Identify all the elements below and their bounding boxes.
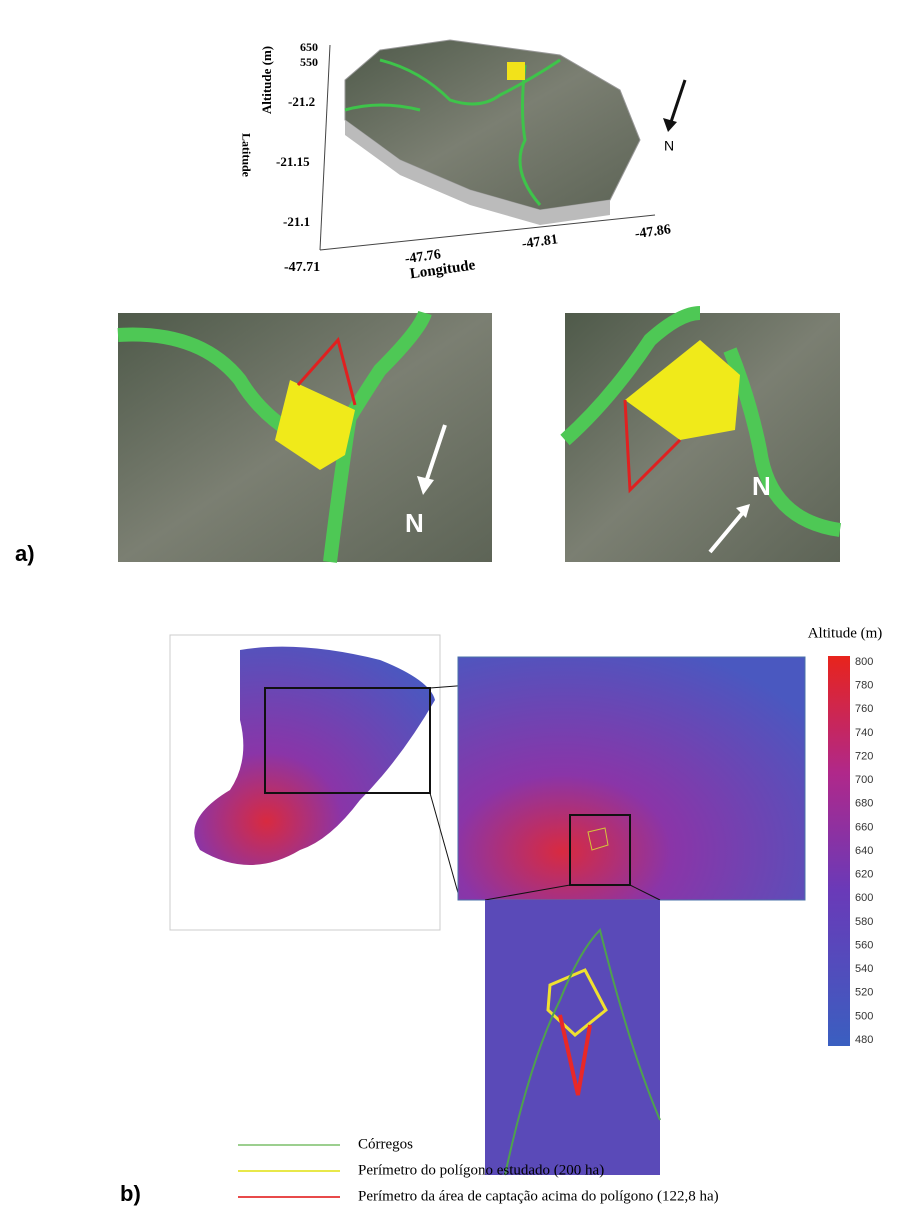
panel-label: b)	[120, 1181, 141, 1206]
plot-3d: Altitude (m) 650 550 Latitude -21.2 -21.…	[239, 40, 685, 283]
colorbar-tick-label: 680	[855, 798, 873, 810]
colorbar-tick-label: 480	[855, 1034, 873, 1046]
y-tick-label: -21.15	[276, 154, 310, 169]
colorbar-tick-label: 540	[855, 963, 873, 975]
z-axis	[320, 45, 330, 250]
detail-map	[485, 900, 660, 1175]
north-arrow	[670, 80, 685, 125]
x-axis	[320, 215, 655, 250]
inset-left: N	[118, 313, 492, 562]
z-axis-title: Altitude (m)	[259, 46, 274, 114]
figure: Altitude (m) 650 550 Latitude -21.2 -21.…	[0, 0, 898, 1215]
colorbar-tick-label: 580	[855, 916, 873, 928]
x-tick-label: -47.86	[634, 222, 672, 242]
terrain-block	[345, 40, 640, 210]
zoom-map	[458, 657, 805, 900]
north-label: N	[664, 138, 674, 154]
y-tick-label: -21.2	[288, 94, 315, 109]
colorbar-ramp	[828, 656, 850, 1046]
colorbar-tick-label: 720	[855, 750, 873, 762]
z-tick-label: 550	[300, 55, 318, 69]
y-axis-title: Latitude	[239, 133, 253, 178]
colorbar-tick-label: 640	[855, 845, 873, 857]
colorbar-tick-label: 800	[855, 656, 873, 668]
north-label: N	[752, 471, 771, 501]
colorbar-tick-label: 700	[855, 774, 873, 786]
inset-right: N	[565, 313, 840, 562]
y-tick-label: -21.1	[283, 214, 310, 229]
colorbar-tick-label: 620	[855, 869, 873, 881]
colorbar-tick-label: 740	[855, 727, 873, 739]
north-arrow-head	[663, 118, 677, 132]
colorbar-tick-label: 780	[855, 680, 873, 692]
panel-label: a)	[15, 541, 35, 566]
legend-label: Córregos	[358, 1136, 413, 1152]
colorbar: Altitude (m) 800 780 760 740 720 700 680 660 640…	[808, 625, 883, 1046]
colorbar-tick-label: 560	[855, 939, 873, 951]
colorbar-tick-label: 760	[855, 703, 873, 715]
x-tick-label: -47.71	[284, 260, 320, 275]
legend-label: Perímetro do polígono estudado (200 ha)	[358, 1162, 604, 1178]
study-polygon	[507, 62, 525, 80]
colorbar-tick-label: 500	[855, 1010, 873, 1022]
north-label: N	[405, 508, 424, 538]
colorbar-tick-label: 660	[855, 821, 873, 833]
colorbar-title: Altitude (m)	[808, 625, 883, 641]
map-frame	[485, 900, 660, 1175]
legend-label: Perímetro da área de captação acima do p…	[358, 1188, 719, 1204]
x-tick-label: -47.81	[521, 232, 559, 252]
z-tick-label: 650	[300, 40, 318, 54]
colorbar-tick-label: 520	[855, 987, 873, 999]
page: {"panel_a": {"label": "a)", "plot3d": {"…	[0, 0, 898, 1220]
map-frame	[458, 657, 805, 900]
colorbar-tick-label: 600	[855, 892, 873, 904]
